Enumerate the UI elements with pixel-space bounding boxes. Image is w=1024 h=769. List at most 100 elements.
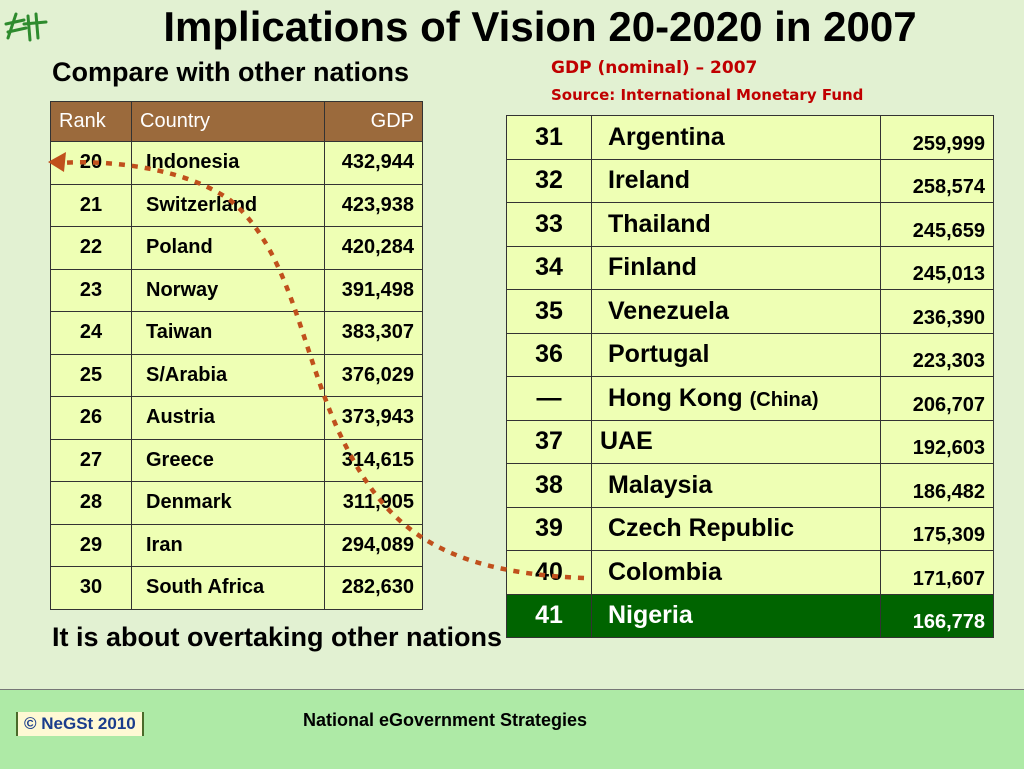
- table-row: 31 Argentina 259,999: [506, 115, 994, 160]
- table-row: 27 Greece 314,615: [50, 438, 423, 482]
- country-name: UAE: [600, 427, 653, 456]
- table-row: 40 Colombia 171,607: [506, 550, 994, 595]
- gdp-cell: 294,089: [324, 523, 423, 567]
- gdp-cell: 166,778: [880, 593, 994, 638]
- table-row: 34 Finland 245,013: [506, 245, 994, 290]
- gdp-note-source: Source: International Monetary Fund: [551, 86, 864, 104]
- footer-text: National eGovernment Strategies: [302, 710, 588, 730]
- country-name: Czech Republic: [608, 514, 795, 543]
- right-table-body: 31 Argentina 259,999 32 Ireland 258,574 33 Thai…: [506, 115, 994, 638]
- gdp-cell: 383,307: [324, 311, 423, 355]
- rank-cell: 24: [50, 311, 132, 355]
- gdp-cell: 391,498: [324, 268, 423, 312]
- country-cell: Greece: [131, 438, 325, 482]
- country-cell: Malaysia: [591, 463, 881, 508]
- country-name: Colombia: [608, 557, 722, 586]
- rank-cell: 30: [50, 566, 132, 610]
- table-row: 35 Venezuela 236,390: [506, 289, 994, 334]
- rank-cell: —: [506, 376, 592, 421]
- right-gdp-table: 31 Argentina 259,999 32 Ireland 258,574 33 Thai…: [506, 115, 994, 638]
- table-row: 24 Taiwan 383,307: [50, 311, 423, 355]
- country-cell: Iran: [131, 523, 325, 567]
- country-cell: UAE: [591, 419, 881, 464]
- rank-cell: 22: [50, 226, 132, 270]
- footer-bar: © NeGSt 2010 National eGovernment Strate…: [0, 689, 1024, 769]
- gdp-cell: 314,615: [324, 438, 423, 482]
- rank-cell: 23: [50, 268, 132, 312]
- rank-cell: 41: [506, 593, 592, 638]
- country-cell: Argentina: [591, 115, 881, 160]
- table-row: 30 South Africa 282,630: [50, 566, 423, 610]
- left-table-body: 20 Indonesia 432,944 21 Switzerland 423,938 22…: [50, 141, 423, 610]
- rank-cell: 26: [50, 396, 132, 440]
- table-row: 38 Malaysia 186,482: [506, 463, 994, 508]
- rank-cell: 40: [506, 550, 592, 595]
- table-row: 28 Denmark 311,905: [50, 481, 423, 525]
- country-cell: Denmark: [131, 481, 325, 525]
- gdp-cell: 259,999: [880, 115, 994, 160]
- country-cell: Czech Republic: [591, 506, 881, 551]
- country-cell: Portugal: [591, 332, 881, 377]
- rank-cell: 28: [50, 481, 132, 525]
- table-row: 29 Iran 294,089: [50, 523, 423, 567]
- gdp-cell: 175,309: [880, 506, 994, 551]
- table-row: 20 Indonesia 432,944: [50, 141, 423, 185]
- country-name: Hong Kong: [608, 383, 743, 412]
- rank-cell: 32: [506, 158, 592, 203]
- table-row: 22 Poland 420,284: [50, 226, 423, 270]
- table-row: 23 Norway 391,498: [50, 268, 423, 312]
- copyright-badge: © NeGSt 2010: [16, 712, 144, 736]
- country-name: Portugal: [608, 340, 710, 369]
- gdp-cell: 223,303: [880, 332, 994, 377]
- rank-cell: 25: [50, 353, 132, 397]
- table-row: 21 Switzerland 423,938: [50, 183, 423, 227]
- left-gdp-table: Rank Country GDP 20 Indonesia 432,944 21 Swi…: [50, 101, 423, 610]
- gdp-cell: 258,574: [880, 158, 994, 203]
- country-cell: South Africa: [131, 566, 325, 610]
- country-cell: Hong Kong (China): [591, 376, 881, 421]
- rank-cell: 34: [506, 245, 592, 290]
- country-name: Thailand: [608, 209, 711, 238]
- column-header-rank: Rank: [50, 101, 132, 142]
- country-cell: Norway: [131, 268, 325, 312]
- country-cell: Nigeria: [591, 593, 881, 638]
- country-cell: Colombia: [591, 550, 881, 595]
- country-cell: Austria: [131, 396, 325, 440]
- gdp-cell: 186,482: [880, 463, 994, 508]
- country-cell: Venezuela: [591, 289, 881, 334]
- rank-cell: 33: [506, 202, 592, 247]
- gdp-cell: 373,943: [324, 396, 423, 440]
- gdp-cell: 206,707: [880, 376, 994, 421]
- gdp-source-note: GDP (nominal) – 2007 Source: Internation…: [551, 57, 863, 107]
- table-row: 39 Czech Republic 175,309: [506, 506, 994, 551]
- overtake-caption: It is about overtaking other nations: [52, 622, 503, 652]
- country-suffix: (China): [749, 388, 819, 411]
- gdp-cell: 282,630: [324, 566, 423, 610]
- rank-cell: 20: [50, 141, 132, 185]
- rank-cell: 37: [506, 419, 592, 464]
- table-row: 26 Austria 373,943: [50, 396, 423, 440]
- country-name: Venezuela: [608, 296, 729, 325]
- negst-logo-icon: [4, 12, 48, 42]
- gdp-note-line1: GDP (nominal) – 2007: [551, 58, 758, 78]
- country-name: Malaysia: [608, 470, 713, 499]
- table-row: 33 Thailand 245,659: [506, 202, 994, 247]
- gdp-cell: 192,603: [880, 419, 994, 464]
- rank-cell: 21: [50, 183, 132, 227]
- rank-cell: 31: [506, 115, 592, 160]
- rank-cell: 36: [506, 332, 592, 377]
- left-table-header-row: Rank Country GDP: [50, 101, 423, 142]
- country-cell: Ireland: [591, 158, 881, 203]
- table-row: 25 S/Arabia 376,029: [50, 353, 423, 397]
- rank-cell: 29: [50, 523, 132, 567]
- country-cell: Taiwan: [131, 311, 325, 355]
- rank-cell: 38: [506, 463, 592, 508]
- gdp-cell: 245,013: [880, 245, 994, 290]
- country-name: Argentina: [608, 122, 725, 151]
- country-cell: Finland: [591, 245, 881, 290]
- country-cell: Switzerland: [131, 183, 325, 227]
- gdp-cell: 420,284: [324, 226, 423, 270]
- gdp-cell: 171,607: [880, 550, 994, 595]
- table-row-highlighted: 41 Nigeria 166,778: [506, 593, 994, 638]
- gdp-cell: 236,390: [880, 289, 994, 334]
